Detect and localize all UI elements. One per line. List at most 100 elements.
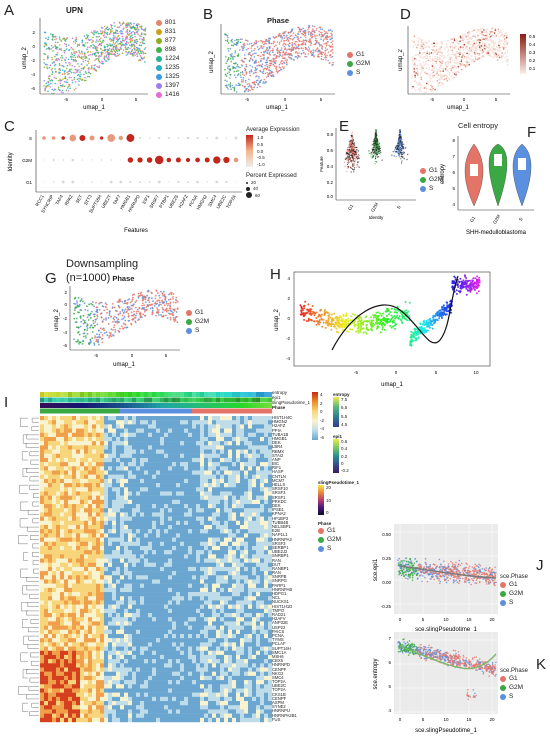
b-cell-point xyxy=(250,45,253,47)
b-cell-point xyxy=(304,53,307,55)
e-point xyxy=(348,145,350,147)
b-cell-point xyxy=(254,84,257,86)
a-cell-point xyxy=(101,30,104,32)
g-cell-point xyxy=(167,309,170,312)
b-cell-point xyxy=(315,29,317,32)
d-cell-point xyxy=(468,53,470,56)
d-cell-point xyxy=(499,56,502,59)
a-cell-point xyxy=(101,31,104,34)
g-cell-point xyxy=(158,309,160,311)
g-cell-point xyxy=(107,317,110,319)
d-cell-point xyxy=(440,55,443,57)
b-cell-point xyxy=(274,58,276,60)
e-point xyxy=(352,158,355,160)
g-cell-point xyxy=(101,341,104,344)
d-cell-point xyxy=(493,52,496,54)
d-cell-point xyxy=(452,66,454,69)
b-cell-point xyxy=(332,52,334,54)
g-cell-point xyxy=(84,335,87,337)
b-cell-point xyxy=(239,66,241,69)
b-cell-point xyxy=(224,33,226,36)
c-dot xyxy=(206,181,208,183)
d-cell-point xyxy=(423,56,425,58)
a-cell-point xyxy=(103,55,106,57)
b-cell-point xyxy=(228,71,231,73)
g-cell-point xyxy=(145,309,148,312)
a-cell-point xyxy=(117,34,120,37)
b-cell-point xyxy=(267,57,270,59)
a-cell-point xyxy=(100,47,102,50)
b-cell-point xyxy=(320,38,322,40)
d-cell-point xyxy=(453,53,456,55)
d-cell-point xyxy=(462,45,464,48)
d-cell-point xyxy=(490,41,493,43)
g-cell-point xyxy=(155,314,157,317)
a-cell-point xyxy=(137,33,139,35)
d-cb-3: 0.2 xyxy=(529,58,536,63)
b-cell-point xyxy=(314,42,317,45)
panel-letter-h: H xyxy=(270,266,281,283)
b-cell-point xyxy=(311,35,314,38)
a-cell-point xyxy=(136,23,138,26)
b-cell-point xyxy=(232,62,235,65)
d-cell-point xyxy=(456,42,459,44)
c-expr-tick-1: 0.5 xyxy=(257,141,264,147)
a-cell-point xyxy=(133,43,135,45)
a-cell-point xyxy=(92,67,94,70)
b-cell-point xyxy=(246,88,248,90)
a-cell-point xyxy=(103,36,106,38)
e-point xyxy=(354,154,356,156)
b-cell-point xyxy=(290,37,292,40)
a-cell-point xyxy=(63,38,66,40)
d-cell-point xyxy=(493,28,495,30)
a-cell-point xyxy=(98,56,100,58)
e-point xyxy=(353,163,356,165)
g-cell-point xyxy=(94,321,97,323)
b-cell-point xyxy=(324,36,327,39)
e-point xyxy=(349,143,351,145)
h-cell-point xyxy=(299,304,302,307)
a-cell-point xyxy=(126,29,129,31)
a-legend-swatch xyxy=(156,19,162,26)
b-cell-point xyxy=(244,81,247,83)
d-cell-point xyxy=(475,39,478,41)
d-cell-point xyxy=(460,59,463,61)
h-cell-point xyxy=(350,315,353,318)
a-cell-point xyxy=(112,37,114,39)
d-cell-point xyxy=(494,36,496,38)
b-cell-point xyxy=(226,86,228,89)
f-ytick-1: 7 xyxy=(452,154,455,159)
b-cell-point xyxy=(251,66,254,68)
c-dot xyxy=(166,157,172,163)
g-cell-point xyxy=(135,299,138,302)
a-cell-point xyxy=(59,69,62,71)
b-cell-point xyxy=(260,46,262,49)
a-cell-point xyxy=(97,44,100,46)
b-cell-point xyxy=(331,55,334,58)
a-cell-point xyxy=(130,50,133,52)
b-cell-point xyxy=(316,34,318,37)
b-cell-point xyxy=(304,31,307,33)
g-cell-point xyxy=(73,309,76,311)
f-ytick-2: 6 xyxy=(452,170,455,175)
d-cell-point xyxy=(480,49,482,52)
d-xtick-2: 5 xyxy=(495,97,498,102)
b-cell-point xyxy=(323,43,325,45)
b-cell-point xyxy=(269,63,272,65)
d-cell-point xyxy=(416,53,418,56)
a-cell-point xyxy=(102,39,104,41)
panel-a-scatter xyxy=(43,21,147,95)
h-cell-point xyxy=(384,310,387,313)
d-cell-point xyxy=(493,32,496,34)
a-legend-label: 877 xyxy=(165,37,176,44)
d-cell-point xyxy=(451,53,453,56)
a-cell-point xyxy=(134,51,137,53)
g-cell-point xyxy=(148,301,151,304)
a-cell-point xyxy=(60,59,63,62)
d-cell-point xyxy=(467,38,470,41)
h-cell-point xyxy=(426,329,429,332)
a-cell-point xyxy=(139,25,141,28)
b-cell-point xyxy=(263,56,265,59)
b-cell-point xyxy=(316,48,318,50)
d-cell-point xyxy=(426,50,429,52)
